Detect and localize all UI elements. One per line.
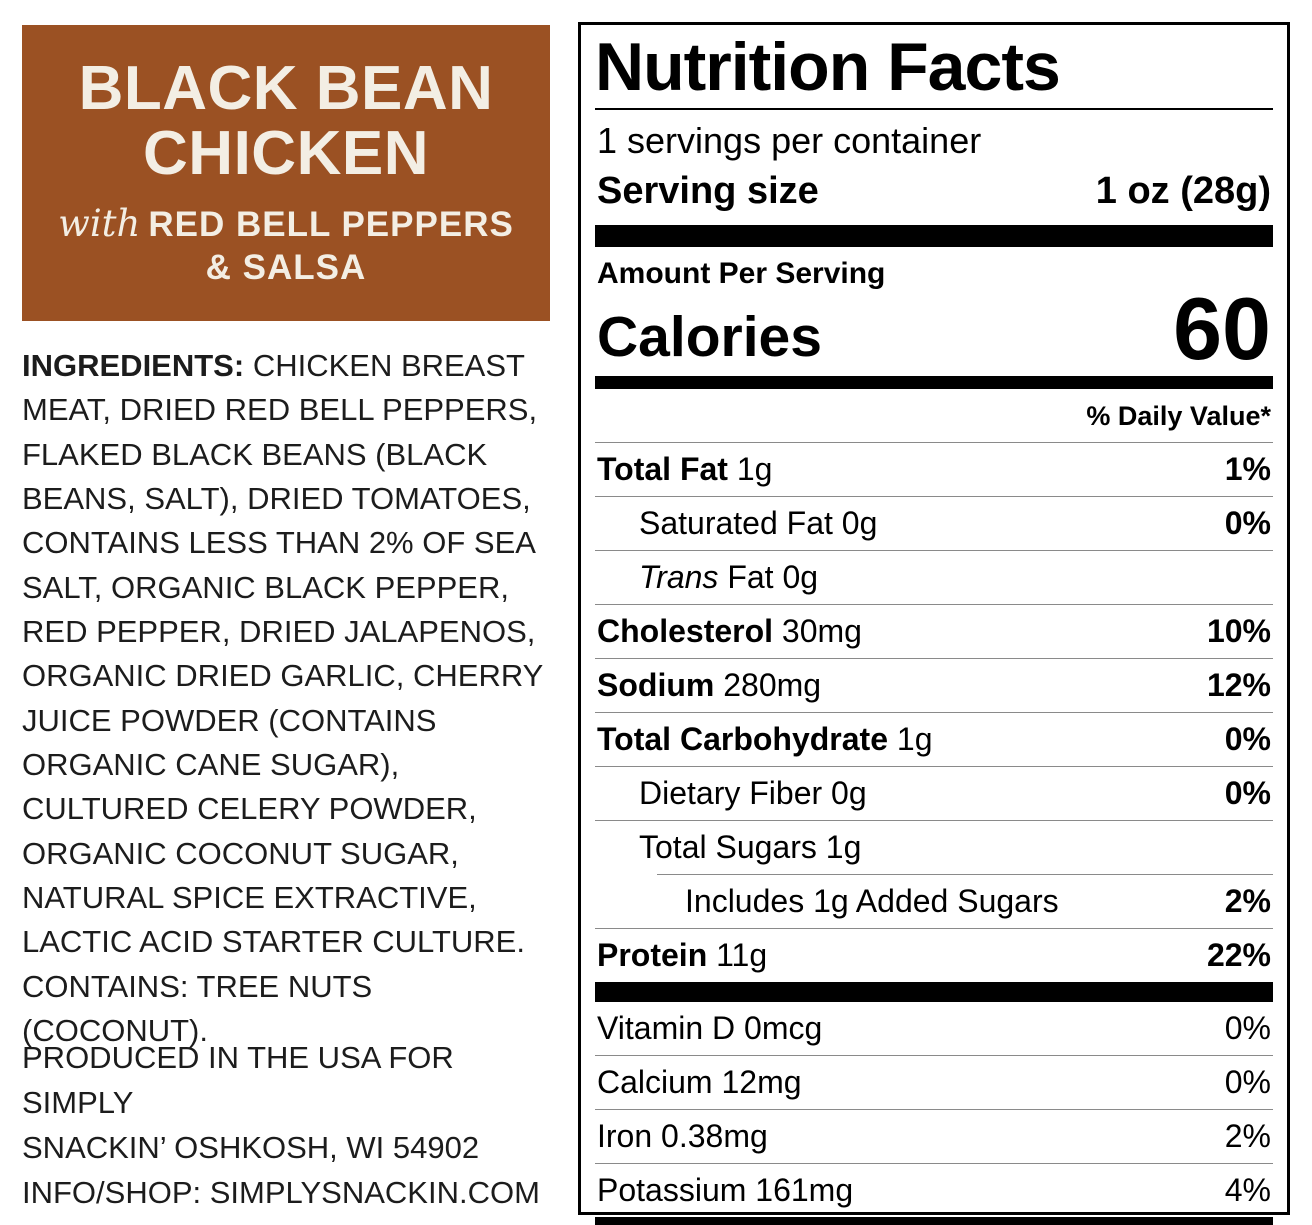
nutrient-row-trans-fat: Trans Fat 0g [595,551,1273,605]
nutrient-row-saturated-fat: Saturated Fat 0g 0% [595,497,1273,551]
product-subtitle-line2: & SALSA [205,247,367,287]
dv-value: 4% [1224,1171,1271,1208]
product-title-line2: CHICKEN [143,118,429,188]
brand-header: BLACK BEAN CHICKEN with RED BELL PEPPERS … [22,25,550,321]
serving-size-row: Serving size 1 oz (28g) [595,164,1273,225]
dv-value: 0% [1224,774,1271,811]
ingredients-label: INGREDIENTS: [22,348,245,383]
dv-value: 10% [1206,612,1271,649]
producer-info: PRODUCED IN THE USA FOR SIMPLY SNACKIN’ … [22,1036,554,1225]
product-subtitle-line1: with RED BELL PEPPERS [58,202,514,246]
nutrient-row-protein: Protein 11g 22% [597,936,1271,973]
product-title-line1: BLACK BEAN [78,54,494,124]
nutrient-row-sodium: Sodium 280mg 12% [595,659,1273,713]
section-divider-bar [595,1216,1273,1225]
ingredients-text: CHICKEN BREAST MEAT, DRIED RED BELL PEPP… [22,348,543,1048]
producer-line1: PRODUCED IN THE USA FOR SIMPLY [22,1040,454,1120]
servings-per-container: 1 servings per container [597,120,982,162]
dv-value: 0% [1224,504,1271,541]
dv-value: 1% [1224,450,1271,487]
subtitle-text: RED BELL PEPPERS [148,205,514,245]
indented-divider [657,873,1273,875]
vitamin-row-calcium: Calcium 12mg 0% [595,1056,1273,1110]
producer-line4: 920-232-3581 [22,1216,554,1225]
section-divider-bar [595,225,1273,248]
serving-size-label: Serving size [597,170,819,213]
calories-value: 60 [1173,279,1271,379]
nutrient-row-total-fat: Total Fat 1g 1% [595,443,1273,497]
vitamin-row-vitamin-d: Vitamin D 0mcg 0% [595,1002,1273,1056]
vitamin-row-potassium: Potassium 161mg 4% [597,1171,1271,1208]
dv-value: 0% [1224,720,1271,757]
nutrient-row-total-sugars: Total Sugars 1g [639,828,862,865]
ingredients-paragraph: INGREDIENTS: CHICKEN BREAST MEAT, DRIED … [22,344,554,1053]
product-subtitle: with RED BELL PEPPERS & SALSA [58,202,514,288]
dv-value: 2% [1224,882,1271,919]
nutrition-facts-panel: Nutrition Facts 1 servings per container… [578,22,1290,1225]
nutrient-row-dietary-fiber: Dietary Fiber 0g 0% [595,767,1273,821]
producer-line2: SNACKIN’ OSHKOSH, WI 54902 [22,1129,480,1165]
amount-per-serving-label: Amount Per Serving [597,257,886,291]
nutrient-row-total-carbohydrate: Total Carbohydrate 1g 0% [595,713,1273,767]
producer-line3: INFO/SHOP: SIMPLYSNACKIN.COM [22,1174,540,1210]
dv-value: 2% [1224,1117,1271,1154]
nutrition-facts-title: Nutrition Facts [595,32,1273,111]
daily-value-header: % Daily Value* [595,389,1273,443]
dv-value: 12% [1206,666,1271,703]
with-word: with [58,202,141,246]
calories-row: Calories 60 [595,279,1273,379]
dv-value: 22% [1206,936,1271,973]
vitamin-row-iron: Iron 0.38mg 2% [595,1110,1273,1164]
dv-value: 0% [1224,1009,1271,1046]
section-divider-bar [595,981,1273,1002]
nutrient-row-added-sugars: Includes 1g Added Sugars 2% [595,875,1273,929]
dv-value: 0% [1224,1063,1271,1100]
serving-size-value: 1 oz (28g) [1095,170,1271,213]
product-title: BLACK BEAN CHICKEN [78,54,494,188]
section-divider-bar [595,375,1273,389]
nutrient-row-cholesterol: Cholesterol 30mg 10% [595,605,1273,659]
calories-label: Calories [597,304,822,369]
